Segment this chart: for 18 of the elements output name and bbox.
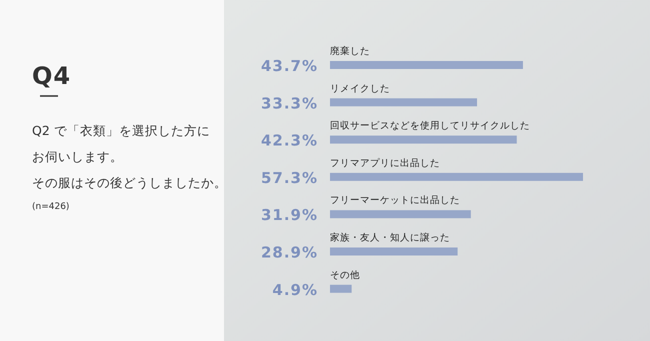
y-tick-label: フリマアプリに出品した	[330, 156, 440, 169]
data-label: 31.9%	[260, 206, 318, 224]
data-label: 43.7%	[260, 57, 318, 75]
data-label: 4.9%	[272, 280, 318, 299]
text: (n=426)	[32, 202, 70, 212]
data-label: 28.9%	[260, 244, 318, 262]
y-tick-label: リメイクした	[330, 83, 390, 94]
text: その服はその後どうしましたか。	[32, 175, 227, 190]
y-tick-label: 回収サービスなどを使用してリサイクルした	[330, 120, 530, 132]
text: Q2 で「衣類」を選択した方にお伺いします。	[32, 123, 210, 164]
y-tick-label: 家族・友人・知人に譲った	[330, 232, 450, 244]
y-tick-label: フリーマーケットに出品した	[330, 194, 460, 206]
data-label: 57.3%	[260, 168, 318, 187]
text: Q4	[32, 62, 72, 90]
data-label: 33.3%	[260, 94, 318, 112]
y-tick-label: 廃棄した	[330, 45, 370, 57]
y-tick-label: その他	[330, 268, 360, 281]
data-label: 42.3%	[260, 132, 318, 150]
